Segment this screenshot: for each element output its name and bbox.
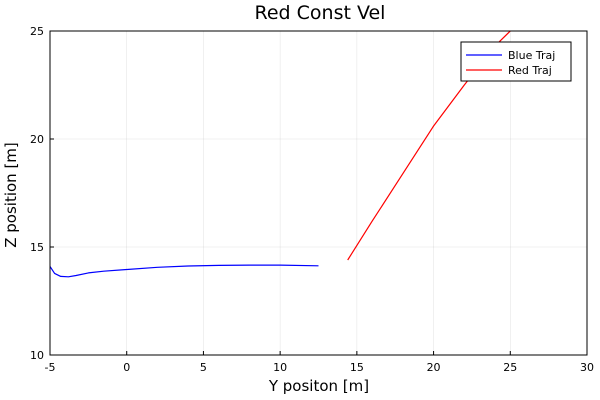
y-tick-label: 20 [30,133,44,146]
chart-title: Red Const Vel [255,2,386,24]
x-tick-label: 15 [350,361,364,374]
x-tick-label: -5 [45,361,56,374]
y-axis-label: Z position [m] [2,142,20,248]
legend-label: Red Traj [508,64,552,77]
legend-box [460,41,572,82]
y-tick-label: 10 [30,349,44,362]
y-tick-label: 15 [30,241,44,254]
x-tick-label: 20 [427,361,441,374]
legend: Blue Traj Red Traj [460,41,572,82]
x-tick-label: 25 [503,361,517,374]
x-tick-label: 5 [200,361,207,374]
legend-label: Blue Traj [508,49,555,62]
y-tick-label: 25 [30,25,44,38]
x-tick-label: 10 [273,361,287,374]
x-axis-ticks: -5 0 5 10 15 20 25 30 [45,351,594,374]
x-axis-label: Y positon [m] [268,377,369,395]
x-tick-label: 0 [123,361,130,374]
series-line-blue-traj [49,264,319,278]
y-axis-ticks: 10 15 20 25 [30,25,54,362]
x-tick-label: 30 [580,361,594,374]
plot-frame [49,30,588,356]
